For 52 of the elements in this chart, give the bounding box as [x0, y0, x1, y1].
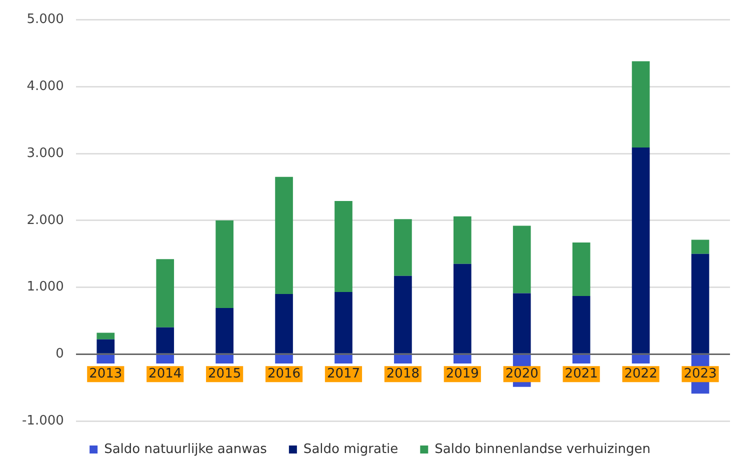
legend-label: Saldo binnenlandse verhuizingen	[434, 442, 650, 457]
bar	[216, 308, 234, 354]
bar	[691, 254, 710, 354]
bar	[96, 332, 115, 340]
bar	[632, 61, 650, 148]
bar	[275, 354, 293, 364]
bar	[334, 201, 352, 292]
bar	[334, 354, 352, 364]
x-tick-label: 2016	[267, 366, 301, 382]
bar	[156, 259, 174, 328]
bar	[572, 296, 590, 354]
bar	[572, 242, 590, 296]
x-tick-label: 2020	[505, 366, 538, 382]
y-tick-label: 2.000	[26, 212, 64, 228]
bar	[632, 148, 650, 354]
x-tick-label: 2021	[564, 366, 598, 382]
bar	[275, 294, 293, 354]
bar	[512, 226, 531, 294]
x-tick-label: 2014	[148, 366, 182, 382]
x-tick-label: 2018	[386, 366, 420, 382]
bar	[96, 339, 115, 354]
y-tick-label: 1.000	[26, 280, 64, 295]
bar	[96, 354, 115, 364]
bar	[394, 276, 412, 354]
bar	[156, 354, 174, 364]
y-tick-label: 3.000	[26, 146, 64, 161]
y-tick-label: 5.000	[26, 12, 64, 28]
x-tick-label: 2017	[326, 366, 360, 382]
legend-label: Saldo natuurlijke aanwas	[104, 442, 268, 457]
bar	[453, 354, 472, 364]
bar	[512, 293, 531, 354]
y-tick-label: -1.000	[22, 413, 64, 428]
legend-label: Saldo migratie	[303, 442, 398, 457]
bar	[275, 176, 293, 294]
bar	[453, 216, 472, 264]
x-tick-label: 2019	[446, 366, 479, 382]
bar	[216, 220, 234, 308]
bar	[394, 354, 412, 364]
bar	[572, 354, 590, 364]
y-tick-label: 0	[56, 346, 64, 362]
bar	[453, 264, 472, 354]
x-tick-label: 2013	[89, 366, 122, 382]
bar	[216, 354, 234, 364]
bar	[691, 240, 710, 254]
x-tick-label: 2023	[684, 366, 717, 382]
x-tick-label: 2022	[624, 366, 658, 382]
bar	[156, 327, 174, 354]
y-tick-label: 4.000	[26, 79, 64, 94]
x-tick-label: 2015	[208, 366, 242, 382]
bar	[334, 292, 352, 354]
bar	[394, 219, 412, 276]
bar	[632, 354, 650, 364]
